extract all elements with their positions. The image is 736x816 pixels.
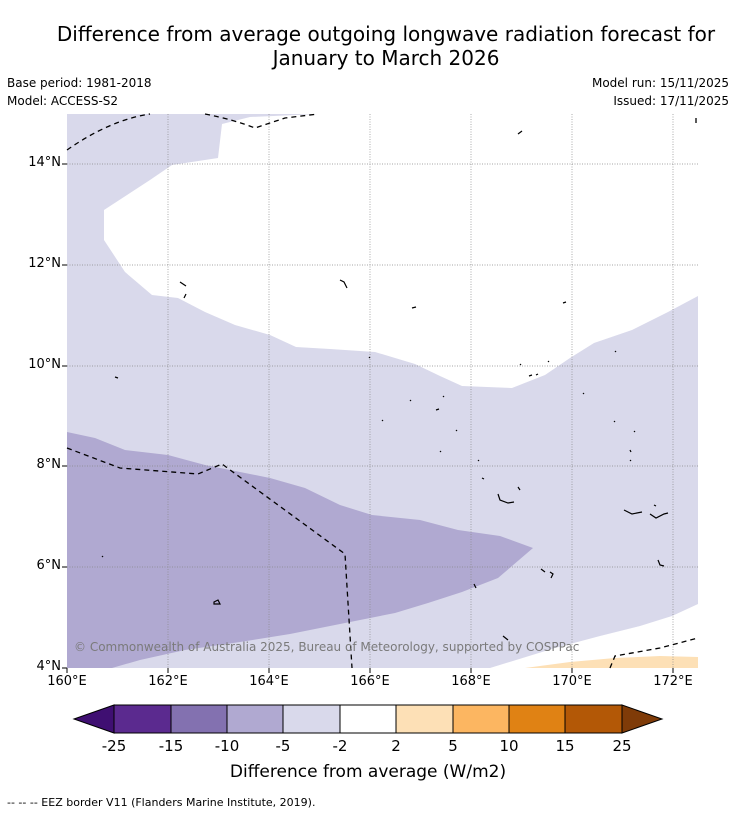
colorbar-tick: -2 (332, 737, 348, 755)
anomaly-neutral-region (104, 114, 698, 388)
eez-borders (66, 113, 699, 669)
model-run: Model run: 15/11/2025 (591, 76, 729, 90)
lat-label-4n: 4°N (36, 659, 62, 674)
colorbar-bin-5 (339, 704, 397, 734)
colorbar-extend-high (621, 704, 664, 734)
model-name: Model: ACCESS-S2 (7, 94, 119, 108)
colorbar-bin-6 (395, 704, 454, 734)
colorbar-tick: 5 (448, 737, 458, 755)
lon-label-168e: 168°E (451, 674, 491, 689)
meta-right: Model run: 15/11/2025 Issued: 17/11/2025 (592, 74, 729, 110)
anomaly-neutral-south-region (490, 604, 698, 668)
colorbar-tick: -5 (275, 737, 291, 755)
colorbar-tick: -15 (158, 737, 184, 755)
colorbar-extend-low (72, 704, 115, 734)
colorbar-bin-4 (282, 704, 341, 734)
lat-label-10n: 10°N (28, 357, 61, 372)
title-line-2: January to March 2026 (272, 46, 500, 70)
map-title: Difference from average outgoing longwav… (0, 22, 736, 70)
axis-ticks (62, 163, 674, 673)
colorbar-bin-9 (564, 704, 623, 734)
lat-label-6n: 6°N (36, 558, 62, 573)
lat-label-8n: 8°N (36, 457, 62, 472)
lon-label-172e: 172°E (653, 674, 693, 689)
colorbar (72, 704, 664, 734)
copyright-notice: © Commonwealth of Australia 2025, Bureau… (74, 640, 580, 654)
graticule (67, 114, 698, 668)
map-plot-area (62, 113, 699, 673)
colorbar-bin-1 (113, 704, 172, 734)
base-period: Base period: 1981-2018 (7, 76, 152, 90)
lon-label-166e: 166°E (350, 674, 390, 689)
colorbar-tick: -25 (101, 737, 127, 755)
lon-label-160e: 160°E (47, 674, 87, 689)
lon-label-162e: 162°E (148, 674, 188, 689)
colorbar-tick: 2 (391, 737, 401, 755)
anomaly-light-orange-region (525, 656, 698, 668)
colorbar-bin-8 (508, 704, 566, 734)
lon-label-164e: 164°E (249, 674, 289, 689)
colorbar-bin-2 (170, 704, 228, 734)
lat-label-14n: 14°N (28, 155, 61, 170)
lon-label-170e: 170°E (552, 674, 592, 689)
meta-left: Base period: 1981-2018 Model: ACCESS-S2 (7, 74, 152, 110)
anomaly-medium-purple-region (67, 432, 533, 668)
colorbar-tick: -10 (214, 737, 240, 755)
lat-label-12n: 12°N (28, 256, 61, 271)
colorbar-bin-3 (226, 704, 284, 734)
islands (101, 130, 669, 641)
colorbar-tick: 15 (555, 737, 575, 755)
colorbar-label: Difference from average (W/m2) (229, 762, 507, 782)
colorbar-tick: 10 (499, 737, 519, 755)
issued-date: Issued: 17/11/2025 (613, 94, 729, 108)
eez-footnote: -- -- -- EEZ border V11 (Flanders Marine… (7, 796, 316, 809)
title-line-1: Difference from average outgoing longwav… (56, 22, 716, 46)
colorbar-bin-7 (452, 704, 510, 734)
colorbar-tick: 25 (612, 737, 632, 755)
